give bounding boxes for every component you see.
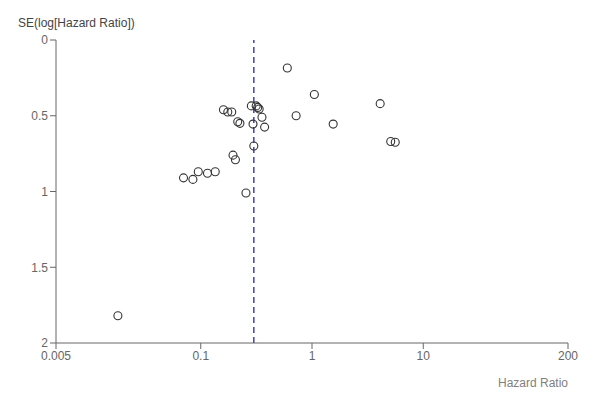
svg-text:200: 200 bbox=[558, 349, 578, 363]
svg-text:2: 2 bbox=[41, 336, 48, 350]
svg-text:1: 1 bbox=[309, 349, 316, 363]
svg-text:Hazard Ratio: Hazard Ratio bbox=[498, 376, 568, 390]
svg-text:1.5: 1.5 bbox=[31, 261, 48, 275]
svg-text:0.005: 0.005 bbox=[41, 349, 71, 363]
svg-text:0: 0 bbox=[41, 33, 48, 47]
html-text:SE(log[Hazard Ratio]): SE(log[Hazard Ratio]) bbox=[18, 16, 135, 30]
svg-text:0.5: 0.5 bbox=[31, 109, 48, 123]
svg-text:10: 10 bbox=[417, 349, 431, 363]
svg-text:0.1: 0.1 bbox=[192, 349, 209, 363]
svg-text:1: 1 bbox=[41, 185, 48, 199]
